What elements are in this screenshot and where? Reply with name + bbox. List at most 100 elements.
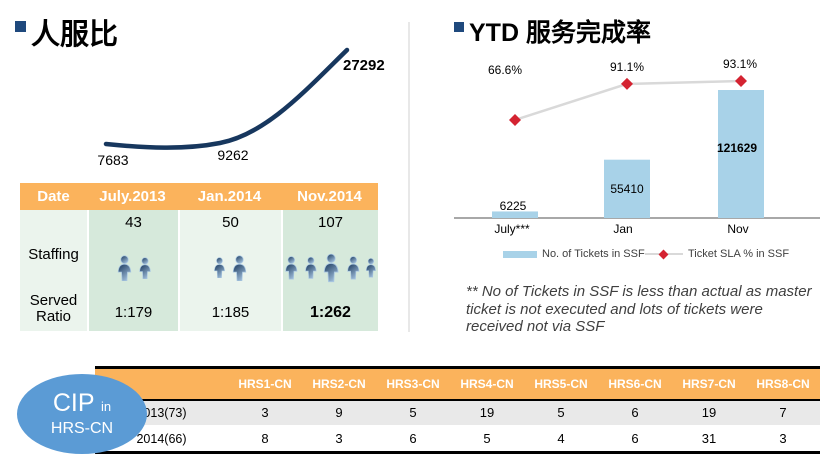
cip-value-cell: 5 <box>483 431 491 446</box>
cip-row-label: 2014(66) <box>136 432 187 446</box>
data-label-nov: 27292 <box>343 57 385 74</box>
cip-value-cell: 5 <box>557 405 565 420</box>
legend-item-tickets: No. of Tickets in SSF <box>503 248 645 260</box>
person-icon <box>324 253 339 283</box>
person-icon <box>138 256 151 279</box>
cip-table-header: HRS1-CN HRS2-CN HRS3-CN HRS4-CN HRS5-CN HRS6-… <box>95 369 820 401</box>
staffing-count: 43 <box>125 214 142 231</box>
column-july2013: 43 1:179 <box>87 210 178 331</box>
row-label-column: Staffing Served Ratio <box>20 210 87 331</box>
header-july2013: July.2013 <box>99 188 166 205</box>
sla-pct-label: 93.1% <box>722 57 758 71</box>
cip-row-label: 2013(73) <box>136 406 187 420</box>
cip-value-cell: 19 <box>701 405 717 420</box>
sla-diamond-marker <box>509 113 521 126</box>
badge-sub-text: in <box>101 399 112 414</box>
column-jan2014: 50 1:185 <box>178 210 281 331</box>
square-bullet-icon <box>454 22 464 32</box>
panel-divider <box>408 22 410 332</box>
data-label-july: 7683 <box>97 152 129 168</box>
cip-value-cell: 9 <box>335 405 343 420</box>
person-icon <box>366 258 377 278</box>
left-title-text: 人服比 <box>31 19 119 51</box>
sla-pct-label: 91.1% <box>609 60 645 74</box>
sla-diamond-marker <box>621 77 633 90</box>
person-icon <box>232 254 247 281</box>
right-title-text: YTD 服务完成率 <box>469 19 651 47</box>
data-label-jan: 9262 <box>217 147 249 163</box>
cip-column-header: HRS6-CN <box>608 377 662 391</box>
people-icons-group <box>89 236 178 299</box>
cip-value-cell: 8 <box>261 431 269 446</box>
cip-value-cell: 4 <box>557 431 565 446</box>
header-nov2014: Nov.2014 <box>297 188 362 205</box>
column-nov2014: 107 <box>281 210 378 331</box>
line-series-path <box>103 47 350 150</box>
cip-column-header: HRS5-CN <box>534 377 588 391</box>
cip-column-header: HRS2-CN <box>312 377 366 391</box>
cip-table: HRS1-CN HRS2-CN HRS3-CN HRS4-CN HRS5-CN HRS6-… <box>95 366 820 454</box>
cip-value-cell: 6 <box>631 405 639 420</box>
square-bullet-icon <box>15 21 26 32</box>
served-ratio-value: 1:179 <box>114 304 153 321</box>
cip-column-header: HRS4-CN <box>460 377 514 391</box>
x-axis-label: July*** <box>494 222 530 236</box>
cip-value-cell: 3 <box>261 405 269 420</box>
x-axis-label: Jan <box>613 222 633 236</box>
served-ratio-value: 1:262 <box>310 304 351 321</box>
cip-value-cell: 31 <box>701 431 717 446</box>
staffing-row-label: Staffing <box>28 246 79 263</box>
person-icon <box>304 256 317 279</box>
legend-item-sla: Ticket SLA % in SSF <box>645 248 789 260</box>
table-top-border <box>95 366 820 369</box>
sla-pct-label: 66.6% <box>487 63 523 77</box>
cip-value-cell: 6 <box>631 431 639 446</box>
header-jan2014: Jan.2014 <box>197 188 262 205</box>
cip-value-cell: 19 <box>479 405 495 420</box>
cip-column-header: HRS7-CN <box>682 377 736 391</box>
right-panel-title: YTD 服务完成率 <box>454 13 651 49</box>
bar-legend-swatch-icon <box>503 250 537 258</box>
staffing-table-body: Staffing Served Ratio 43 1:17 <box>20 210 378 331</box>
cip-value-cell: 7 <box>779 405 787 420</box>
cip-value-cell: 5 <box>409 405 417 420</box>
header-date: Date <box>37 188 70 205</box>
cip-value-cell: 6 <box>409 431 417 446</box>
badge-line2-text: HRS-CN <box>50 420 114 437</box>
people-icons-group <box>283 236 378 299</box>
staffing-table: Date July.2013 Jan.2014 Nov.2014 Staffin… <box>20 183 378 331</box>
tickets-sla-combo-chart <box>454 74 820 219</box>
tickets-bar <box>604 159 650 218</box>
left-panel-title: 人服比 <box>15 11 118 53</box>
table-bottom-border <box>95 451 820 454</box>
people-icons-group <box>180 236 281 299</box>
bar-value-label: 121629 <box>716 141 758 155</box>
cip-value-cell: 3 <box>335 431 343 446</box>
served-ratio-row-label: Served Ratio <box>29 292 78 325</box>
cip-column-header: HRS3-CN <box>386 377 440 391</box>
staffing-table-header: Date July.2013 Jan.2014 Nov.2014 <box>20 183 378 210</box>
cip-value-cell: 3 <box>779 431 787 446</box>
person-icon <box>285 256 298 280</box>
cip-table-row: 2013(73) 3 9 5 19 5 6 19 7 <box>95 401 820 427</box>
badge-main-text: CIP <box>52 389 95 417</box>
cip-table-rows: 2013(73) 3 9 5 19 5 6 19 7 2014(66) 8 3 6 5 4 6 31 3 <box>95 401 820 451</box>
cip-table-row: 2014(66) 8 3 6 5 4 6 31 3 <box>95 427 820 451</box>
cip-badge: CIP in HRS-CN <box>17 374 147 454</box>
bar-value-label: 55410 <box>610 182 644 196</box>
footnote: ** No of Tickets in SSF is less than act… <box>466 283 812 335</box>
line-marker-legend-icon <box>645 249 683 259</box>
tickets-bar <box>492 211 538 218</box>
staffing-count: 107 <box>317 214 344 231</box>
bar-value-label: 6225 <box>499 199 527 213</box>
served-ratio-value: 1:185 <box>211 304 250 321</box>
cip-column-header: HRS8-CN <box>756 377 810 391</box>
sla-diamond-marker <box>735 74 747 87</box>
person-icon <box>214 257 225 278</box>
staff-growth-line-chart <box>103 47 350 150</box>
cip-column-header: HRS1-CN <box>238 377 292 391</box>
x-axis-label: Nov <box>727 222 749 236</box>
person-icon <box>117 254 131 281</box>
tickets-bar <box>718 90 764 218</box>
